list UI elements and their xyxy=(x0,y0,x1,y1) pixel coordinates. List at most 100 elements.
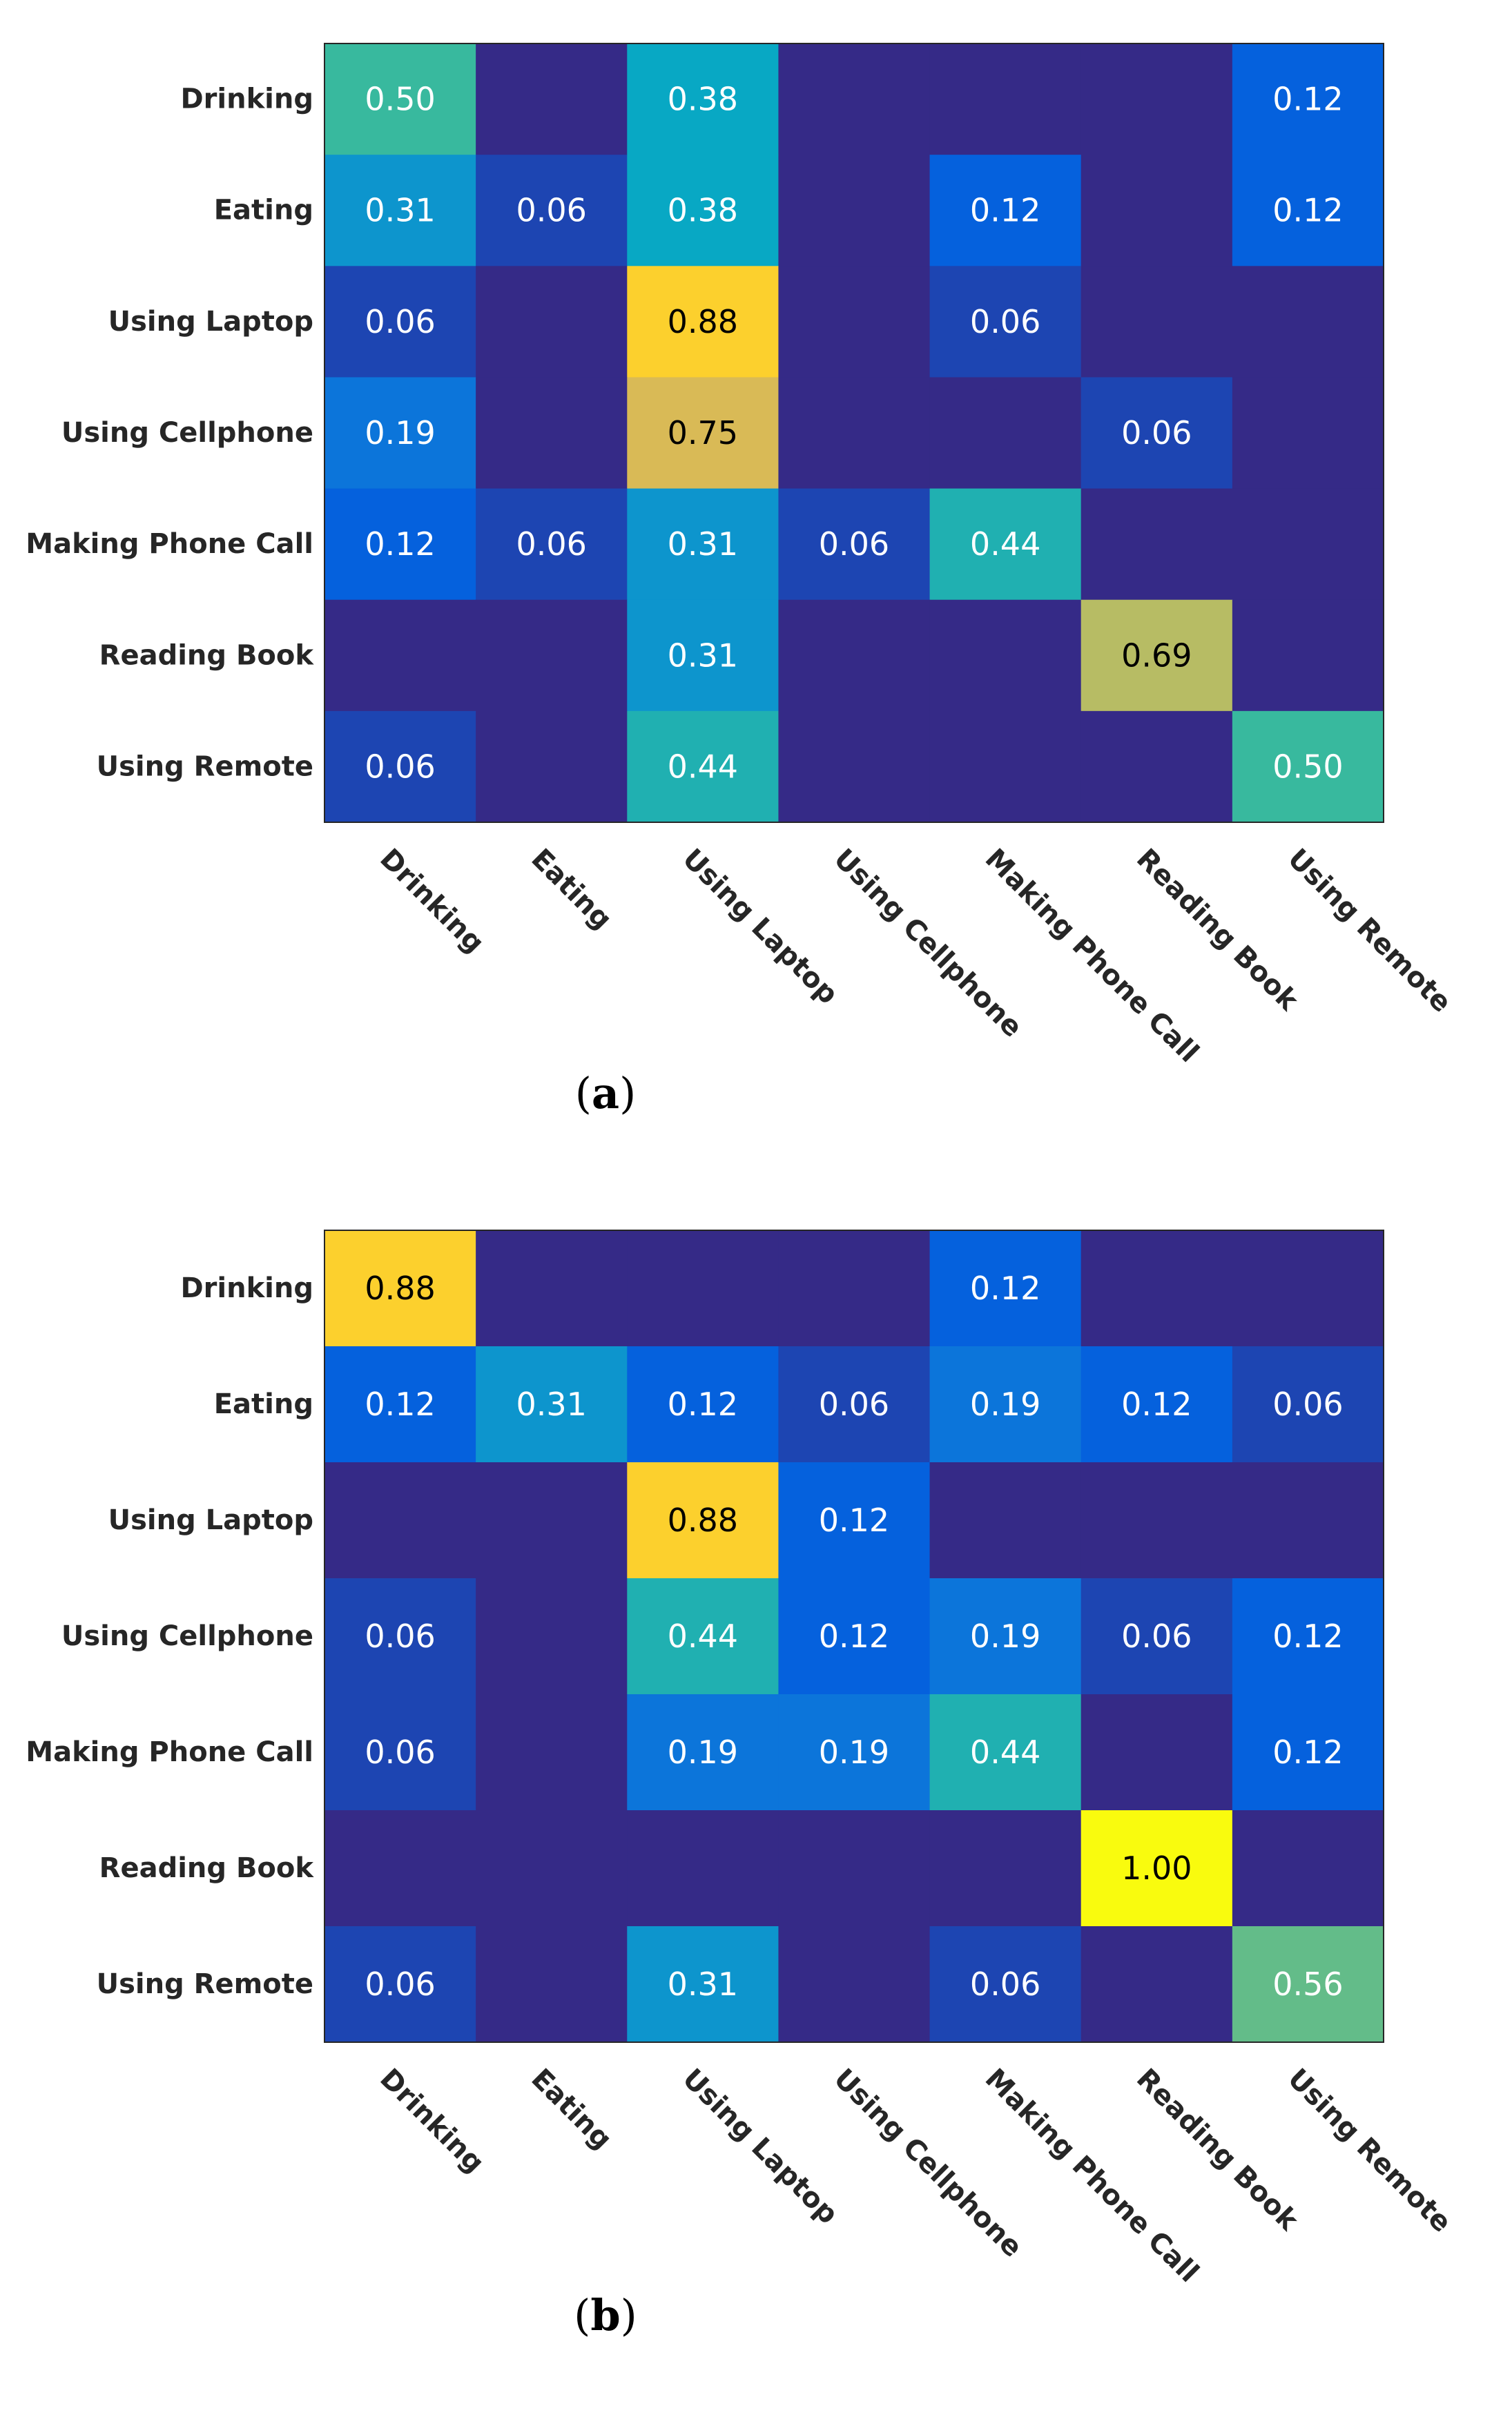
heatmap-cell xyxy=(778,43,931,155)
heatmap-cell xyxy=(929,377,1082,489)
heatmap-cell xyxy=(324,1346,476,1463)
heatmap-cells xyxy=(324,1230,1384,2043)
heatmap-cell xyxy=(929,1346,1082,1463)
heatmap-cell xyxy=(778,1346,931,1463)
cell-value-label: 0.06 xyxy=(365,1734,435,1771)
heatmap-cell xyxy=(929,266,1082,378)
heatmap-cell xyxy=(1080,266,1233,378)
heatmap-cell xyxy=(1080,43,1233,155)
heatmap-cell xyxy=(778,1230,931,1347)
heatmap-cell xyxy=(1232,377,1384,489)
heatmap-cell xyxy=(324,1578,476,1695)
cell-value-label: 0.12 xyxy=(1272,192,1343,229)
cell-value-label: 0.06 xyxy=(516,525,586,563)
heatmap-cell xyxy=(324,266,476,378)
heatmap-cell xyxy=(627,488,779,601)
heatmap-cell xyxy=(1232,1694,1384,1811)
row-labels: Drinking Eating Using Laptop Using Cellphon… xyxy=(26,1272,314,2000)
row-label: Making Phone Call xyxy=(26,528,313,560)
column-label: Using Laptop xyxy=(677,2063,844,2231)
column-label: Eating xyxy=(525,843,618,936)
heatmap-cell xyxy=(1080,1926,1233,2043)
panel-caption: (b) xyxy=(574,2290,637,2340)
heatmap-cell xyxy=(324,1694,476,1811)
cell-value-label: 0.06 xyxy=(1121,414,1192,452)
cell-value-label: 0.19 xyxy=(668,1734,738,1771)
heatmap-cell xyxy=(778,710,931,823)
heatmap-cell xyxy=(778,1578,931,1695)
cell-value-label: 0.12 xyxy=(819,1502,889,1539)
row-label: Reading Book xyxy=(99,639,315,671)
heatmap-cell xyxy=(778,1926,931,2043)
cell-value-label: 0.12 xyxy=(1272,1618,1343,1655)
plot-frame xyxy=(324,43,1384,823)
heatmap-cell xyxy=(324,1230,476,1347)
cell-value-label: 0.12 xyxy=(1272,81,1343,118)
heatmap-cell xyxy=(324,1810,476,1927)
heatmap-cell xyxy=(627,1694,779,1811)
row-label: Using Remote xyxy=(97,750,313,782)
cell-value-label: 0.06 xyxy=(1272,1386,1343,1423)
heatmap-cell xyxy=(778,1694,931,1811)
cell-value-label: 0.19 xyxy=(970,1618,1040,1655)
heatmap-cell xyxy=(778,599,931,712)
cell-value-label: 0.44 xyxy=(970,1734,1040,1771)
heatmap-cell xyxy=(476,1346,628,1463)
heatmap-cell xyxy=(778,1462,931,1579)
cell-value-label: 0.31 xyxy=(516,1386,586,1423)
cell-value-label: 0.12 xyxy=(970,1270,1040,1307)
cell-value-label: 0.12 xyxy=(365,525,435,563)
heatmap-cell xyxy=(929,1230,1082,1347)
heatmap-cell xyxy=(476,1230,628,1347)
cell-labels: 0.50 0.38 0.12 0.31 0.06 0.38 0.12 0.12 0.06 0.88… xyxy=(365,81,1343,786)
row-label: Reading Book xyxy=(99,1852,315,1884)
cell-value-label: 0.31 xyxy=(668,525,738,563)
cell-value-label: 0.12 xyxy=(970,192,1040,229)
panel-caption-letter: a xyxy=(592,1068,619,1118)
heatmap-cell xyxy=(778,266,931,378)
cell-labels: 0.88 0.12 0.12 0.31 0.12 0.06 0.19 0.12 0.06 0.88… xyxy=(365,1270,1343,2003)
heatmap-cell xyxy=(1080,1346,1233,1463)
heatmap-cell xyxy=(324,488,476,601)
heatmap-cell xyxy=(476,377,628,489)
heatmap-cell xyxy=(627,155,779,266)
heatmap-cell xyxy=(476,266,628,378)
cell-value-label: 0.69 xyxy=(1121,637,1192,674)
cell-value-label: 0.44 xyxy=(668,1618,738,1655)
heatmap-cell xyxy=(627,710,779,823)
cell-value-label: 0.12 xyxy=(365,1386,435,1423)
heatmap-cell xyxy=(324,1462,476,1579)
cell-value-label: 0.50 xyxy=(1272,748,1343,785)
heatmap-cell xyxy=(476,1462,628,1579)
heatmap-cell xyxy=(1080,599,1233,712)
heatmap-cell xyxy=(627,1462,779,1579)
heatmap-cell xyxy=(627,1346,779,1463)
heatmap-cell xyxy=(929,1926,1082,2043)
cell-value-label: 0.06 xyxy=(516,192,586,229)
cell-value-label: 0.31 xyxy=(365,192,435,229)
heatmap-cell xyxy=(627,266,779,378)
row-label: Drinking xyxy=(180,84,313,115)
heatmap-cell xyxy=(929,1810,1082,1927)
heatmap-a: 0.50 0.38 0.12 0.31 0.06 0.38 0.12 0.12 0.06 0.88… xyxy=(26,43,1457,1118)
heatmap-cell xyxy=(1232,1462,1384,1579)
cell-value-label: 0.12 xyxy=(1272,1734,1343,1771)
heatmap-cell xyxy=(1232,1810,1384,1927)
heatmap-cell xyxy=(476,488,628,601)
cell-value-label: 0.19 xyxy=(970,1386,1040,1423)
cell-value-label: 0.06 xyxy=(365,1966,435,2003)
heatmap-cell xyxy=(1080,710,1233,823)
cell-value-label: 0.12 xyxy=(1121,1386,1192,1423)
heatmap-cell xyxy=(476,1926,628,2043)
cell-value-label: 0.06 xyxy=(365,748,435,785)
column-label: Drinking xyxy=(374,2063,490,2180)
column-label: Eating xyxy=(525,2063,618,2156)
cell-value-label: 0.06 xyxy=(970,303,1040,340)
cell-value-label: 0.06 xyxy=(365,303,435,340)
cell-value-label: 0.38 xyxy=(668,192,738,229)
heatmap-cell xyxy=(778,377,931,489)
heatmap-cell xyxy=(1232,1926,1384,2043)
heatmap-cell xyxy=(627,599,779,712)
heatmap-cell xyxy=(476,1694,628,1811)
